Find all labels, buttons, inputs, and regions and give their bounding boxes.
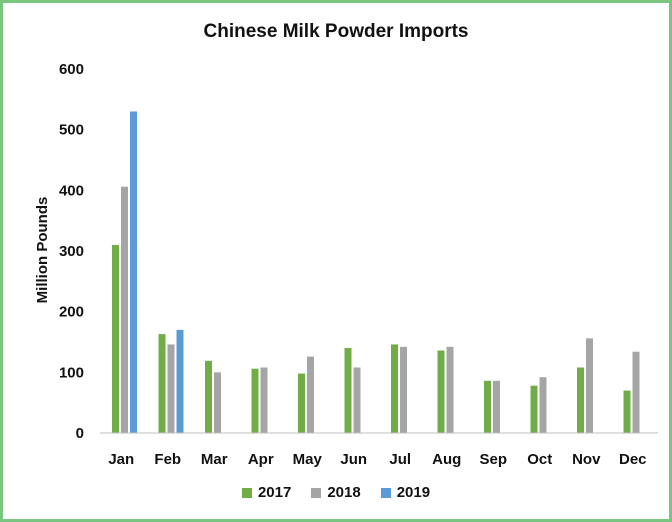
- bar-2017-jun: [344, 348, 352, 433]
- x-tick-label: Jul: [389, 451, 411, 468]
- bar-2018-oct: [539, 377, 547, 433]
- bar-2018-may: [307, 356, 314, 433]
- y-tick-label: 0: [76, 425, 84, 442]
- bar-2017-jan: [112, 244, 119, 433]
- bar-2017-nov: [577, 367, 584, 433]
- x-tick-label: Dec: [619, 451, 647, 468]
- legend-swatch: [311, 487, 322, 498]
- x-tick-label: Aug: [432, 451, 461, 468]
- chart-title: Chinese Milk Powder Imports: [203, 21, 469, 42]
- bar-2017-aug: [437, 350, 445, 433]
- x-tick-label: Feb: [154, 451, 181, 468]
- x-tick-label: Sep: [479, 451, 507, 468]
- x-tick-label: Mar: [201, 451, 228, 468]
- chart-legend: 2017 2018 2019: [0, 484, 672, 501]
- legend-label: 2018: [327, 484, 361, 501]
- x-tick-label: Nov: [572, 451, 601, 468]
- bar-2017-mar: [205, 360, 212, 433]
- bar-2018-aug: [446, 346, 454, 433]
- legend-label: 2019: [396, 484, 431, 501]
- bar-2018-mar: [214, 372, 221, 433]
- legend-swatch: [241, 487, 252, 498]
- bar-2017-may: [298, 373, 305, 433]
- x-tick-label: May: [293, 451, 323, 468]
- bar-2018-jul: [400, 346, 407, 433]
- legend-item-2018: 2018: [311, 484, 361, 501]
- bar-2018-sep: [493, 380, 500, 433]
- bar-2019-jan: [130, 111, 137, 433]
- bar-2018-jan: [121, 186, 128, 433]
- y-tick-label: 400: [59, 182, 84, 199]
- y-tick-label: 200: [59, 304, 84, 321]
- bar-2017-oct: [530, 385, 538, 433]
- x-tick-label: Jun: [340, 451, 367, 468]
- bar-2017-jul: [391, 344, 398, 433]
- legend-item-2019: 2019: [380, 484, 431, 501]
- x-tick-label: Apr: [248, 451, 274, 468]
- y-axis-label: Million Pounds: [34, 197, 51, 304]
- legend-item-2017: 2017: [241, 484, 292, 501]
- bar-2017-sep: [484, 380, 491, 433]
- y-tick-label: 600: [59, 61, 84, 78]
- bar-2017-apr: [251, 368, 259, 433]
- bar-2018-jun: [353, 367, 361, 433]
- bar-2017-dec: [623, 390, 631, 433]
- legend-label: 2017: [257, 484, 292, 501]
- y-tick-label: 300: [59, 243, 84, 260]
- legend-swatch: [380, 487, 391, 498]
- bar-2019-feb: [176, 329, 184, 433]
- bar-2018-nov: [586, 338, 593, 433]
- bar-2018-dec: [632, 351, 640, 433]
- x-tick-label: Oct: [527, 451, 552, 468]
- bar-2017-feb: [158, 334, 166, 433]
- y-tick-label: 100: [59, 364, 84, 381]
- bar-2018-apr: [260, 367, 268, 433]
- bar-2018-feb: [167, 344, 175, 433]
- y-tick-label: 500: [59, 122, 84, 139]
- x-tick-label: Jan: [108, 451, 134, 468]
